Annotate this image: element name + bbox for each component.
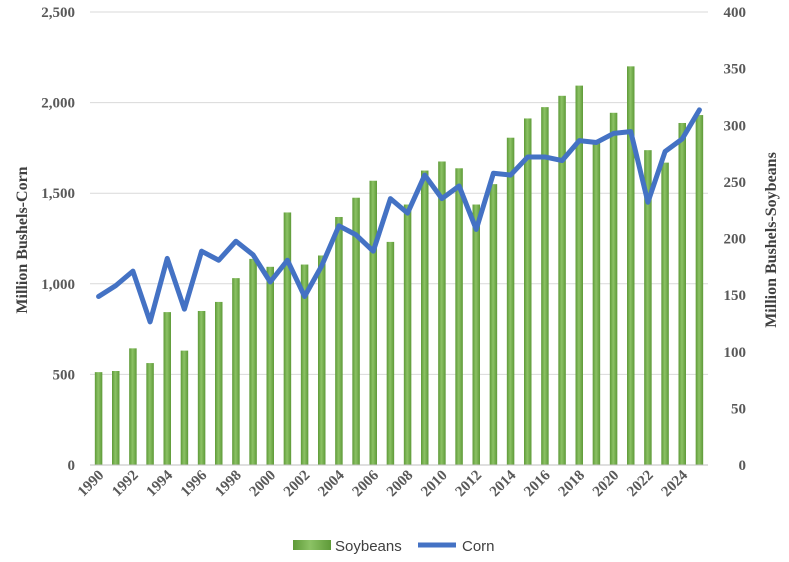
soybeans-bar-1998	[232, 278, 240, 465]
left-y-tick-label: 1,000	[41, 277, 75, 293]
soybeans-bar-1993	[146, 363, 154, 465]
x-tick-label: 2002	[281, 468, 314, 501]
soybeans-bar-2024	[678, 122, 686, 466]
soybeans-bar-2010	[438, 161, 446, 466]
soybeans-bar-1996	[197, 310, 206, 465]
soybeans-bar-2012	[472, 204, 480, 465]
right-y-tick-label: 50	[731, 401, 746, 417]
soybeans-bar-2025	[695, 115, 704, 466]
legend-soybeans-swatch	[293, 540, 331, 550]
x-tick-label: 2004	[315, 467, 348, 500]
soybeans-bar-2023	[661, 162, 669, 465]
soybeans-bar-2002	[300, 264, 309, 465]
right-y-tick-label: 100	[724, 345, 747, 361]
x-tick-label: 2010	[418, 468, 451, 501]
x-tick-label: 2012	[453, 468, 486, 501]
soybeans-bar-2022	[644, 150, 652, 466]
left-y-tick-label: 1,500	[41, 186, 75, 202]
left-y-tick-label: 2,500	[41, 5, 75, 21]
x-tick-label: 2018	[556, 468, 589, 501]
x-tick-label: 2008	[384, 468, 417, 501]
soybeans-bar-2009	[421, 170, 429, 466]
soybeans-bar-1990	[94, 372, 103, 465]
x-tick-label: 1994	[144, 467, 177, 500]
corn-line-series	[96, 107, 702, 325]
x-tick-label: 1992	[109, 468, 142, 501]
x-tick-label: 2000	[247, 468, 280, 501]
x-tick-label: 2020	[590, 468, 623, 501]
x-tick-label: 2014	[487, 467, 520, 500]
soybeans-bar-2000	[266, 266, 274, 465]
right-axis-title: Million Bushels-Soybeans	[763, 152, 780, 328]
soybeans-bars	[94, 66, 704, 466]
soybeans-bar-2003	[318, 255, 326, 465]
right-y-tick-label: 0	[739, 458, 747, 474]
x-tick-label: 2024	[659, 467, 692, 500]
soybeans-bar-2016	[541, 107, 549, 465]
soybeans-bar-2020	[609, 112, 618, 465]
right-y-tick-label: 400	[724, 5, 747, 21]
soybeans-bar-2008	[403, 204, 412, 465]
soybeans-bar-1991	[112, 371, 120, 465]
soybeans-bar-2005	[352, 197, 360, 466]
soybeans-bar-2011	[455, 168, 463, 465]
soybeans-bar-2007	[386, 241, 395, 465]
left-y-tick-label: 0	[68, 458, 76, 474]
corn-line	[96, 107, 702, 325]
soybeans-bar-2018	[575, 85, 583, 466]
right-y-tick-label: 300	[724, 118, 747, 134]
soybeans-bar-1995	[180, 350, 189, 465]
soybeans-bar-2021	[627, 66, 635, 466]
soybeans-bar-1992	[129, 348, 137, 465]
x-axis: 1990 1992 1994 1996 1998 2000 2002 2004 2006 2008…	[75, 464, 708, 501]
left-y-axis: 0 500 1,000 1,500 2,000 2,500	[41, 5, 75, 474]
soybeans-bar-2013	[489, 184, 498, 465]
legend: Soybeans Corn	[293, 538, 495, 555]
soybeans-bar-2006	[369, 180, 377, 465]
soybeans-bar-2015	[524, 118, 532, 465]
left-y-tick-label: 2,000	[41, 96, 75, 112]
right-y-tick-label: 250	[724, 175, 747, 191]
legend-corn-label: Corn	[462, 538, 495, 555]
left-axis-title: Million Bushels-Corn	[14, 166, 31, 313]
soybeans-bar-2019	[592, 142, 601, 466]
right-y-tick-label: 350	[724, 62, 747, 78]
soybeans-bar-1997	[215, 301, 223, 465]
soybeans-bar-2017	[558, 95, 566, 466]
x-tick-label: 1998	[212, 468, 245, 501]
soybeans-bar-2001	[283, 212, 292, 465]
legend-soybeans-label: Soybeans	[335, 538, 402, 555]
soybeans-bar-2014	[506, 137, 515, 465]
x-tick-label: 2022	[624, 468, 657, 501]
right-y-axis: 0 50 100 150 200 250 300 350 400	[724, 5, 747, 474]
right-y-tick-label: 200	[724, 232, 747, 248]
left-y-tick-label: 500	[53, 367, 76, 383]
right-y-tick-label: 150	[724, 288, 747, 304]
soybeans-bar-2004	[335, 216, 343, 465]
x-tick-label: 2016	[521, 467, 554, 500]
x-tick-label: 1996	[178, 467, 211, 500]
x-tick-label: 1990	[75, 468, 108, 501]
x-tick-label: 2006	[350, 467, 383, 500]
soybeans-bar-1999	[249, 258, 257, 465]
soybeans-bar-1994	[163, 312, 171, 465]
